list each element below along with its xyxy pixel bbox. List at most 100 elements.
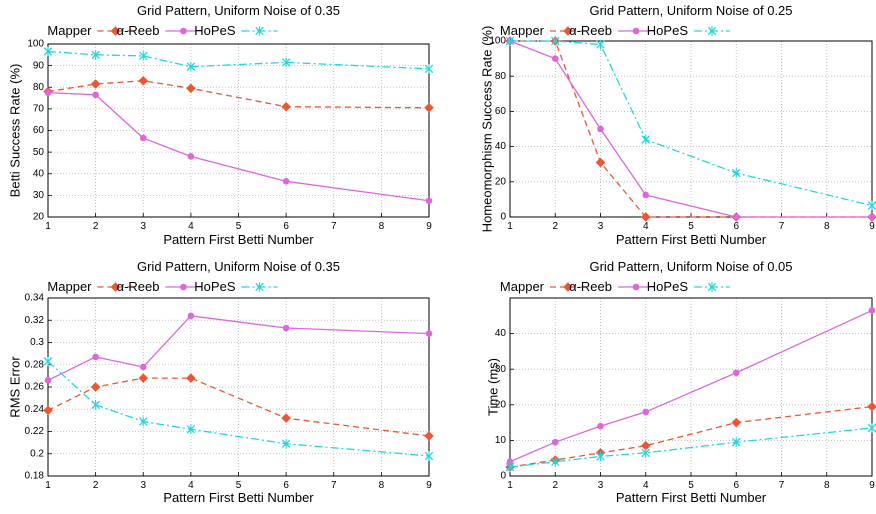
legend-marker-reeb bbox=[632, 283, 640, 291]
data-point-reeb bbox=[425, 197, 433, 205]
x-tick-label: 6 bbox=[733, 480, 739, 491]
series-line-hopes bbox=[47, 50, 430, 70]
data-point-hopes bbox=[138, 416, 148, 427]
series-line-reeb bbox=[47, 92, 430, 202]
data-point-mapper bbox=[731, 417, 742, 428]
data-point-mapper bbox=[424, 431, 434, 441]
y-tick-label: 0.2 bbox=[30, 448, 44, 459]
x-tick-label: 7 bbox=[331, 221, 337, 232]
data-point-hopes bbox=[91, 50, 100, 60]
data-point-reeb bbox=[551, 55, 559, 62]
data-point-hopes bbox=[281, 57, 291, 68]
series-line-hopes bbox=[509, 427, 873, 468]
chart-title: Grid Pattern, Uniform Noise of 0.05 bbox=[589, 259, 792, 274]
y-tick-label: 0.28 bbox=[25, 359, 45, 370]
data-point-mapper bbox=[640, 212, 651, 222]
legend-marker-mapper bbox=[110, 26, 121, 36]
x-tick-label: 2 bbox=[93, 221, 99, 232]
series-line-reeb bbox=[47, 315, 430, 381]
data-point-reeb bbox=[642, 191, 650, 199]
x-tick-label: 8 bbox=[824, 221, 830, 232]
data-point-mapper bbox=[424, 103, 434, 113]
x-tick-label: 1 bbox=[507, 221, 513, 232]
data-point-hopes bbox=[186, 61, 196, 72]
panel-time: 1 2 3 4 5 6 7 8 9 0 10 20 30 40 Grid Pattern, Uniform … bbox=[485, 259, 876, 505]
legend-label-reeb: α-Reeb bbox=[569, 23, 612, 38]
legend-label-hopes: HoPeS bbox=[647, 23, 689, 38]
data-point-mapper bbox=[186, 83, 196, 94]
x-tick-label: 4 bbox=[188, 221, 194, 232]
y-tick-label: 0.18 bbox=[25, 471, 45, 482]
x-tick-label: 3 bbox=[140, 221, 146, 232]
data-point-reeb bbox=[44, 89, 52, 96]
y-tick-label: 40 bbox=[33, 168, 45, 179]
legend-label-mapper: Mapper bbox=[500, 23, 545, 38]
x-tick-label: 1 bbox=[507, 480, 513, 491]
data-point-mapper bbox=[186, 373, 196, 383]
x-tick-label: 4 bbox=[188, 480, 194, 491]
legend-marker-mapper bbox=[110, 282, 121, 292]
legend-label-hopes: HoPeS bbox=[647, 279, 689, 294]
data-point-hopes bbox=[424, 64, 434, 74]
data-point-hopes bbox=[731, 168, 741, 178]
series-line-reeb bbox=[509, 309, 873, 463]
y-axis-label: Homeomorphism Success Rate (%) bbox=[479, 26, 494, 233]
x-tick-label: 4 bbox=[643, 480, 649, 491]
x-axis-label: Pattern First Betti Number bbox=[163, 232, 314, 247]
x-tick-label: 5 bbox=[236, 480, 242, 491]
x-axis-label: Pattern First Betti Number bbox=[163, 490, 314, 505]
y-tick-label: 0.26 bbox=[25, 382, 45, 393]
y-tick-label: 30 bbox=[495, 364, 507, 375]
data-point-mapper bbox=[90, 382, 101, 392]
legend-marker-hopes bbox=[707, 282, 717, 292]
panel-betti-success: 1 2 3 4 5 6 7 8 9 20 30 40 50 60 70 80 90 100 Grid Pattern… bbox=[7, 3, 434, 247]
data-point-mapper bbox=[867, 401, 876, 412]
data-point-hopes bbox=[596, 451, 605, 462]
legend-label-reeb: α-Reeb bbox=[117, 279, 160, 294]
x-tick-label: 6 bbox=[733, 221, 739, 232]
legend-marker-reeb bbox=[180, 283, 187, 291]
y-tick-label: 0 bbox=[500, 212, 506, 223]
x-tick-label: 7 bbox=[779, 480, 785, 491]
y-tick-label: 70 bbox=[33, 104, 45, 115]
data-point-reeb bbox=[92, 353, 99, 361]
y-tick-label: 20 bbox=[495, 176, 507, 187]
x-tick-label: 2 bbox=[552, 221, 558, 232]
legend-label-mapper: Mapper bbox=[500, 279, 545, 294]
chart-title: Grid Pattern, Uniform Noise of 0.35 bbox=[137, 3, 340, 18]
data-point-reeb bbox=[732, 213, 740, 221]
data-point-hopes bbox=[424, 451, 434, 461]
data-point-hopes bbox=[550, 36, 560, 46]
data-point-mapper bbox=[281, 101, 291, 112]
legend-label-hopes: HoPeS bbox=[194, 279, 236, 294]
x-tick-label: 3 bbox=[598, 221, 604, 232]
y-axis-label: RMS Error bbox=[7, 356, 22, 418]
legend-marker-mapper bbox=[563, 282, 573, 292]
x-tick-label: 9 bbox=[869, 221, 875, 232]
chart-title: Grid Pattern, Uniform Noise of 0.25 bbox=[589, 3, 792, 18]
data-point-mapper bbox=[43, 405, 53, 416]
legend-marker-hopes bbox=[707, 26, 717, 36]
y-tick-label: 60 bbox=[495, 106, 507, 117]
data-point-reeb bbox=[282, 178, 290, 185]
series-line-mapper bbox=[47, 80, 430, 109]
data-point-reeb bbox=[551, 438, 559, 446]
y-tick-label: 0.3 bbox=[30, 337, 44, 348]
x-tick-label: 2 bbox=[552, 480, 558, 491]
legend-label-reeb: α-Reeb bbox=[117, 23, 160, 38]
data-point-hopes bbox=[867, 423, 876, 433]
data-point-reeb bbox=[187, 153, 195, 160]
x-axis-label: Pattern First Betti Number bbox=[616, 490, 767, 505]
legend-marker-hopes bbox=[255, 282, 264, 292]
y-tick-label: 0.32 bbox=[25, 315, 45, 326]
legend-marker-mapper bbox=[563, 26, 573, 36]
data-point-hopes bbox=[186, 424, 196, 435]
y-axis-label: Time (ms) bbox=[485, 358, 500, 416]
data-point-hopes bbox=[138, 51, 148, 61]
data-point-reeb bbox=[642, 408, 650, 416]
x-axis-label: Pattern First Betti Number bbox=[616, 232, 767, 247]
data-point-hopes bbox=[281, 438, 291, 449]
series-line-hopes bbox=[510, 40, 873, 207]
y-tick-label: 20 bbox=[495, 399, 507, 410]
legend-marker-hopes bbox=[255, 26, 264, 36]
